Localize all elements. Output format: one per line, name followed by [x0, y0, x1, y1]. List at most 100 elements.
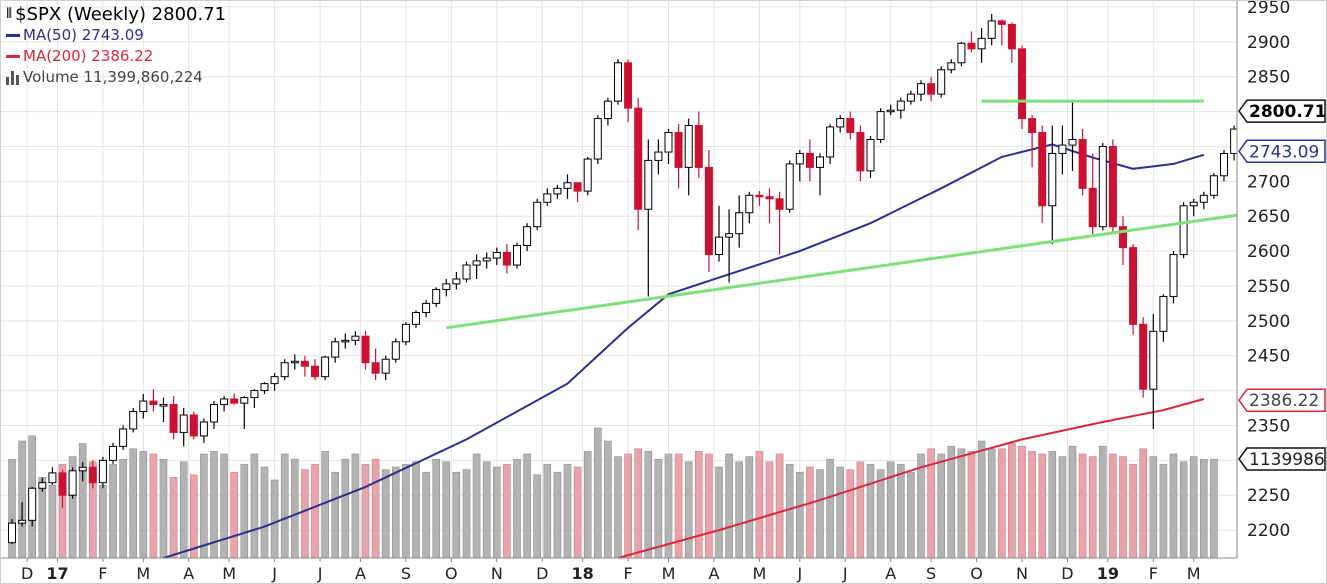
candle-body: [1098, 145, 1107, 228]
candle-body: [58, 472, 67, 496]
volume-bar: [169, 477, 178, 558]
candle-body: [1129, 247, 1138, 325]
volume-bar: [402, 464, 410, 558]
volume-bar: [1099, 445, 1107, 558]
x-tick-label: 18: [572, 564, 594, 583]
volume-bar: [533, 474, 542, 558]
volume-bar: [109, 464, 117, 558]
volume-bar: [513, 458, 521, 558]
candle-body: [220, 398, 229, 406]
candle-body: [1038, 132, 1047, 207]
candle-body: [533, 201, 542, 228]
legend-ma50-text: MA(50) 2743.09: [23, 26, 144, 44]
volume-icon: [6, 70, 20, 85]
x-tick-label: O: [445, 564, 458, 583]
volume-bar: [190, 474, 198, 558]
candle-body: [997, 20, 1006, 25]
candle-body: [896, 100, 905, 111]
candle-body: [846, 118, 855, 134]
volume-bar: [674, 453, 683, 558]
candle-body: [290, 360, 299, 364]
candle-body: [624, 62, 633, 109]
candle-body: [664, 132, 673, 153]
ma200-tag-label: 2386.22: [1249, 391, 1319, 411]
x-tick-label: F: [98, 564, 107, 583]
volume-bar: [331, 471, 340, 558]
candle-body: [280, 362, 289, 378]
y-tick-label: 2350: [1247, 416, 1290, 436]
volume-bar: [8, 458, 16, 558]
x-tick-label: A: [183, 564, 194, 583]
x-tick-label: A: [708, 564, 719, 583]
candle-body: [745, 194, 754, 214]
candle-body: [614, 62, 622, 102]
volume-bar: [896, 464, 905, 558]
volume-bar: [1068, 445, 1077, 558]
candle-body: [472, 260, 481, 266]
candle-body: [634, 107, 643, 210]
volume-bar: [937, 453, 946, 558]
candle-body: [785, 163, 794, 210]
candle-body: [442, 283, 451, 290]
ma50-tag-label: 2743.09: [1249, 142, 1319, 162]
candle-body: [704, 166, 713, 256]
x-tick-label: A: [885, 564, 896, 583]
candle-body: [1028, 118, 1037, 134]
volume-bar: [866, 464, 875, 558]
candle-body: [28, 487, 37, 521]
volume-bar: [907, 471, 915, 558]
volume-bar: [1179, 461, 1188, 558]
x-tick-label: N: [491, 564, 503, 583]
volume-bar: [1129, 464, 1137, 558]
volume-bar: [543, 464, 552, 558]
volume-bar: [240, 464, 249, 558]
candle-body: [250, 390, 259, 399]
volume-bar: [442, 461, 451, 558]
candle-body: [260, 383, 269, 392]
volume-bar: [604, 440, 612, 558]
candle-body: [644, 159, 653, 210]
volume-bar: [290, 458, 299, 558]
y-tick-label: 2450: [1247, 347, 1290, 367]
candle-body: [48, 472, 57, 484]
volume-bar: [816, 469, 824, 558]
x-tick-label: M: [222, 564, 236, 583]
candle-body: [1179, 205, 1188, 256]
volume-tag-box: [1238, 447, 1326, 471]
y-tick-label: 2550: [1247, 277, 1290, 297]
volume-bar: [694, 451, 703, 558]
candle-body: [1230, 128, 1237, 154]
y-tick-label: 2600: [1247, 242, 1290, 262]
volume-bar: [381, 469, 390, 558]
volume-bar: [280, 453, 289, 558]
candle-body: [300, 360, 309, 367]
candle-body: [109, 445, 117, 461]
candle-body: [1169, 254, 1178, 297]
candle-body: [563, 182, 572, 189]
candle-body: [18, 519, 27, 524]
candle-body: [1007, 23, 1016, 50]
candle-body: [331, 341, 340, 358]
candle-body: [947, 62, 956, 71]
volume-bar: [230, 471, 238, 558]
x-tick-label: J: [317, 564, 323, 583]
volume-bar: [755, 451, 764, 558]
candle-body: [977, 37, 986, 50]
candle-body: [502, 251, 511, 266]
x-tick-label: D: [1061, 564, 1073, 583]
candle-body: [119, 428, 128, 447]
candle-body: [684, 125, 693, 168]
candle-body: [755, 194, 764, 198]
volume-bar: [48, 484, 57, 558]
volume-bar: [1018, 445, 1026, 558]
volume-bar: [684, 461, 693, 558]
legend-ma50: MA(50) 2743.09: [6, 25, 226, 46]
candle-body: [351, 335, 360, 341]
x-tick-label: S: [401, 564, 411, 583]
volume-bar: [129, 448, 137, 558]
candle-body: [775, 198, 784, 210]
volume-bar: [503, 464, 511, 558]
volume-bar: [553, 471, 562, 558]
candle-body: [886, 109, 895, 113]
